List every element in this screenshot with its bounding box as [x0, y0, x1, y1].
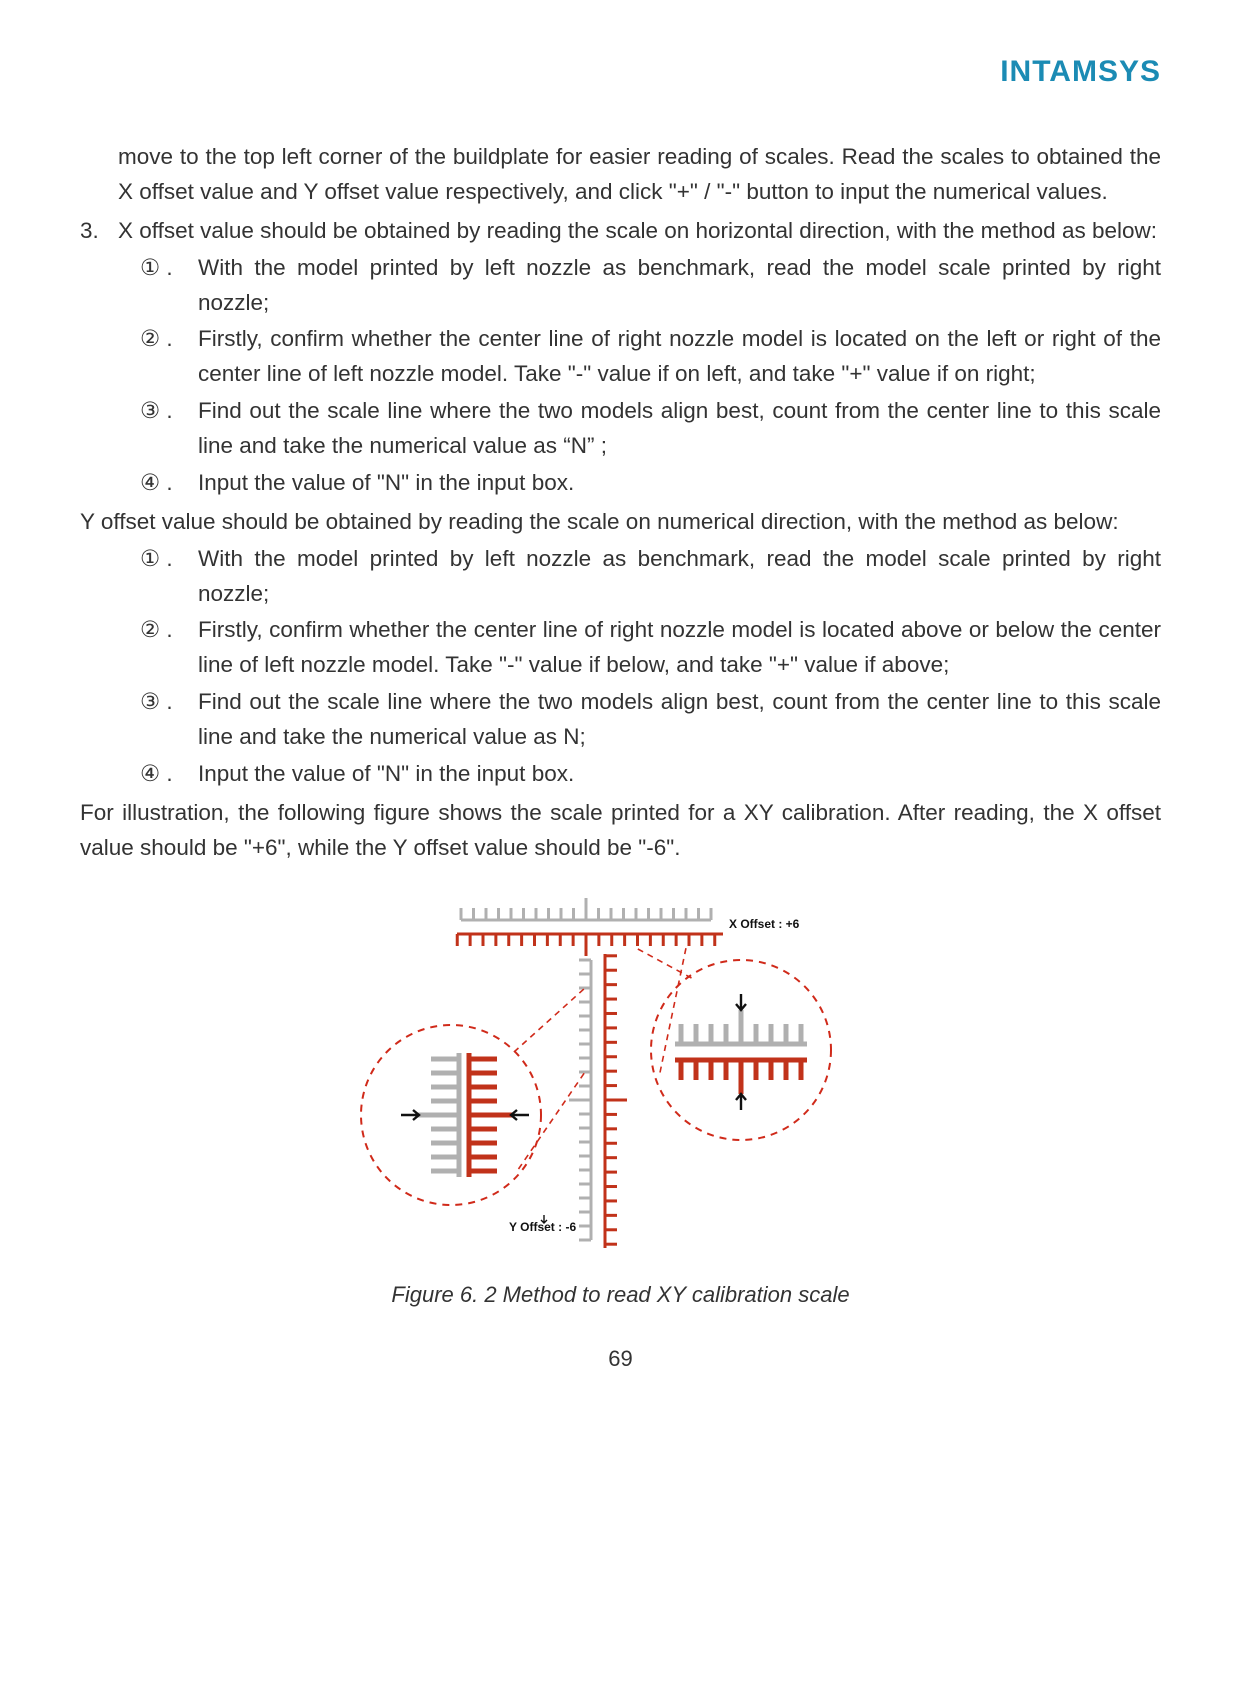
- sub-text: Find out the scale line where the two mo…: [198, 685, 1161, 755]
- page-number: 69: [80, 1342, 1161, 1376]
- sub-text: Firstly, confirm whether the center line…: [198, 322, 1161, 392]
- figure-container: X Offset : +6Y Offset : -6 Figure 6. 2 M…: [80, 880, 1161, 1313]
- circled-number: ④ .: [140, 466, 198, 501]
- circled-number: ② .: [140, 613, 198, 683]
- circled-number: ② .: [140, 322, 198, 392]
- sub-item: ③ .Find out the scale line where the two…: [140, 685, 1161, 755]
- sub-item: ① .With the model printed by left nozzle…: [140, 542, 1161, 612]
- svg-text:X Offset : +6: X Offset : +6: [729, 917, 800, 931]
- continuation-paragraph: move to the top left corner of the build…: [80, 140, 1161, 210]
- brand-logo: INTAMSYS: [1000, 55, 1161, 89]
- y-intro: Y offset value should be obtained by rea…: [80, 505, 1161, 540]
- sub-item: ② .Firstly, confirm whether the center l…: [140, 322, 1161, 392]
- y-sublist: ① .With the model printed by left nozzle…: [80, 542, 1161, 792]
- sub-item: ② .Firstly, confirm whether the center l…: [140, 613, 1161, 683]
- calibration-figure: X Offset : +6Y Offset : -6: [341, 880, 901, 1260]
- figure-caption: Figure 6. 2 Method to read XY calibratio…: [80, 1278, 1161, 1312]
- circled-number: ① .: [140, 251, 198, 321]
- sub-item: ④ .Input the value of "N" in the input b…: [140, 757, 1161, 792]
- list-text: X offset value should be obtained by rea…: [118, 214, 1161, 249]
- sub-text: Input the value of "N" in the input box.: [198, 466, 1161, 501]
- circled-number: ③ .: [140, 394, 198, 464]
- list-number: 3.: [80, 214, 118, 249]
- sub-item: ③ .Find out the scale line where the two…: [140, 394, 1161, 464]
- sub-item: ④ .Input the value of "N" in the input b…: [140, 466, 1161, 501]
- page: INTAMSYS move to the top left corner of …: [0, 0, 1241, 1684]
- circled-number: ③ .: [140, 685, 198, 755]
- sub-text: Find out the scale line where the two mo…: [198, 394, 1161, 464]
- body-content: move to the top left corner of the build…: [80, 140, 1161, 1377]
- illustration-paragraph: For illustration, the following figure s…: [80, 796, 1161, 866]
- sub-text: With the model printed by left nozzle as…: [198, 542, 1161, 612]
- x-sublist: ① .With the model printed by left nozzle…: [80, 251, 1161, 501]
- sub-text: With the model printed by left nozzle as…: [198, 251, 1161, 321]
- circled-number: ④ .: [140, 757, 198, 792]
- sub-text: Firstly, confirm whether the center line…: [198, 613, 1161, 683]
- sub-item: ① .With the model printed by left nozzle…: [140, 251, 1161, 321]
- list-item-3: 3. X offset value should be obtained by …: [80, 214, 1161, 249]
- circled-number: ① .: [140, 542, 198, 612]
- sub-text: Input the value of "N" in the input box.: [198, 757, 1161, 792]
